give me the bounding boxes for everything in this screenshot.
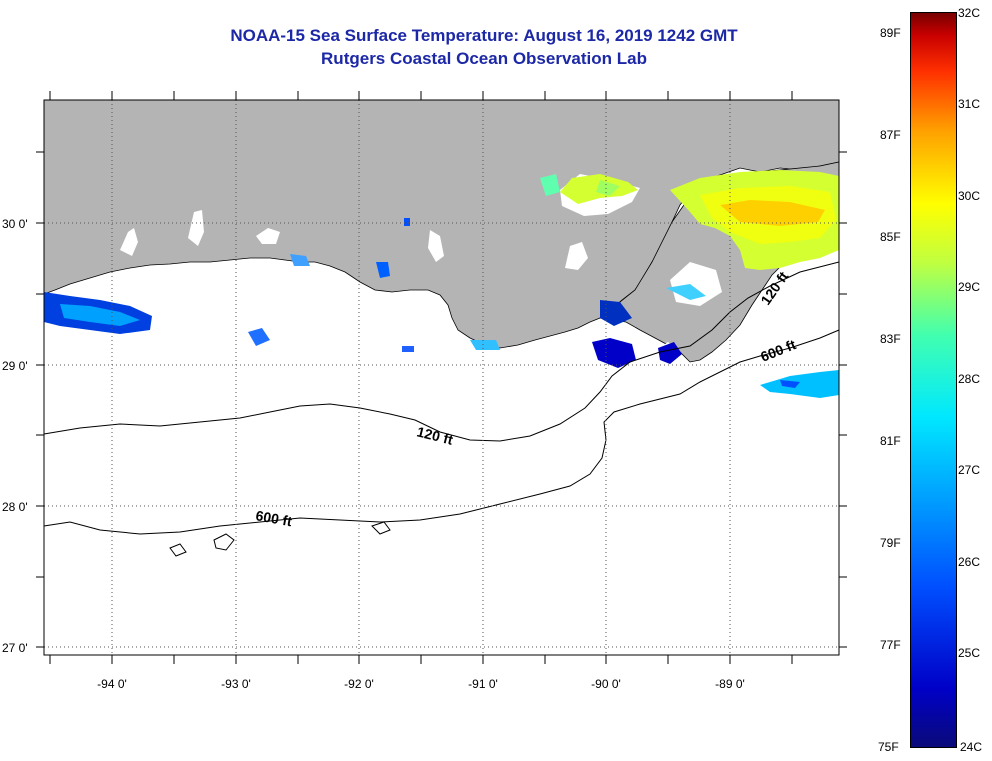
colorbar-label-26c: 26C — [958, 555, 981, 569]
lon-label-90: -90 0' — [591, 677, 621, 691]
lon-label-91: -91 0' — [468, 677, 498, 691]
temperature-colorbar — [910, 12, 957, 748]
colorbar-label-75f: 75F — [878, 740, 899, 754]
colorbar-label-81f: 81F — [880, 434, 901, 448]
map-subtitle: Rutgers Coastal Ocean Observation Lab — [321, 49, 647, 68]
colorbar-label-25c: 25C — [958, 646, 981, 660]
colorbar-label-79f: 79F — [880, 536, 901, 550]
sst-pixels — [44, 170, 839, 398]
lon-label-89: -89 0' — [715, 677, 745, 691]
lon-label-93: -93 0' — [221, 677, 251, 691]
colorbar-label-30c: 30C — [958, 189, 981, 203]
colorbar-label-27c: 27C — [958, 463, 981, 477]
colorbar-label-83f: 83F — [880, 332, 901, 346]
contour-600ft — [43, 329, 840, 535]
colorbar-label-77f: 77F — [880, 638, 901, 652]
lat-label-27: 27 0' — [2, 641, 28, 655]
plot-frame — [43, 99, 840, 656]
colorbar-label-32c: 32C — [958, 6, 981, 20]
lon-label-94: -94 0' — [97, 677, 127, 691]
colorbar-label-89f: 89F — [880, 26, 901, 40]
colorbar-label-31c: 31C — [958, 97, 981, 111]
tick-marks — [36, 91, 847, 664]
bathymetry-contours — [43, 261, 840, 557]
colorbar-label-28c: 28C — [958, 372, 981, 386]
colorbar-label-24c: 24C — [960, 740, 983, 754]
contour-120ft — [43, 261, 840, 442]
graticule — [44, 100, 839, 655]
colorbar-label-87f: 87F — [880, 128, 901, 142]
contour-label-600-west: 600 ft — [254, 507, 293, 529]
colorbar-label-29c: 29C — [958, 280, 981, 294]
lat-label-28: 28 0' — [2, 500, 28, 514]
lon-label-92: -92 0' — [344, 677, 374, 691]
lat-label-30: 30 0' — [2, 217, 28, 231]
map-title: NOAA-15 Sea Surface Temperature: August … — [230, 26, 738, 45]
colorbar-label-85f: 85F — [880, 230, 901, 244]
lat-label-29: 29 0' — [2, 359, 28, 373]
